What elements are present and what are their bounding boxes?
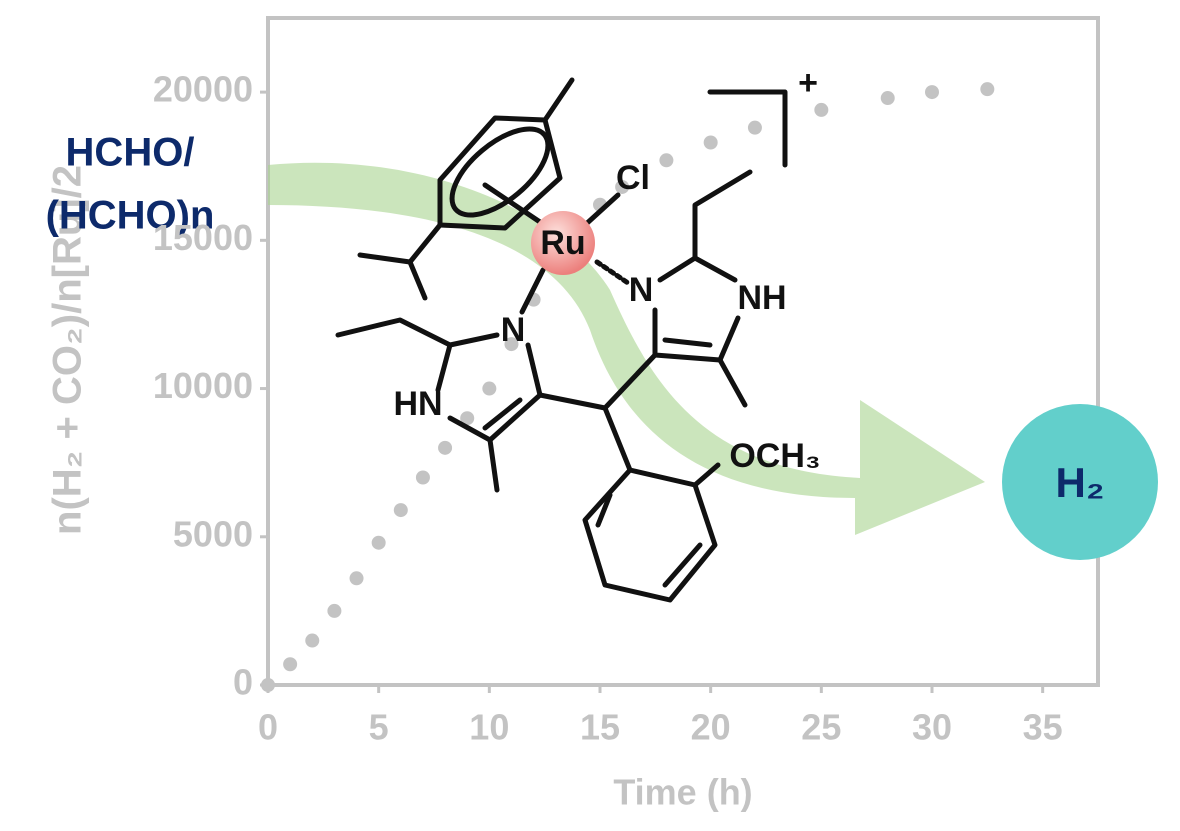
x-tick-label: 15 bbox=[580, 707, 620, 748]
charge: + bbox=[798, 64, 818, 102]
data-point bbox=[880, 91, 895, 106]
x-tick-label: 35 bbox=[1023, 707, 1063, 748]
data-point bbox=[393, 503, 408, 518]
y-tick-label: 20000 bbox=[153, 69, 253, 110]
data-point bbox=[349, 571, 364, 586]
y-tick-label: 0 bbox=[233, 662, 253, 703]
data-point bbox=[925, 85, 939, 100]
x-tick-label: 10 bbox=[469, 707, 509, 748]
data-point bbox=[615, 179, 630, 194]
axes-frame bbox=[266, 16, 1100, 687]
x-axis-label: Time (h) bbox=[613, 772, 752, 813]
reaction-arrow bbox=[268, 162, 985, 536]
atom-label: Cl bbox=[616, 159, 650, 197]
data-point bbox=[814, 102, 829, 117]
x-tick-label: 0 bbox=[258, 707, 278, 748]
data-point bbox=[438, 440, 453, 455]
substrate-label: (HCHO)n bbox=[46, 194, 215, 238]
y-axis-label: n(H₂ + CO₂)/n[Ru]/2 bbox=[46, 165, 90, 535]
atom-label: Ru bbox=[540, 224, 585, 262]
product-label: H₂ bbox=[1056, 459, 1105, 506]
substrate-label: HCHO/ bbox=[66, 131, 195, 175]
y-tick-label: 10000 bbox=[153, 365, 253, 406]
x-tick-label: 20 bbox=[691, 707, 731, 748]
data-point bbox=[703, 135, 718, 150]
x-tick-label: 25 bbox=[801, 707, 841, 748]
molecule bbox=[335, 77, 788, 603]
data-point bbox=[371, 535, 386, 550]
y-tick-label: 15000 bbox=[153, 217, 253, 258]
y-tick-label: 5000 bbox=[173, 513, 253, 554]
data-point bbox=[504, 337, 519, 352]
data-point bbox=[980, 82, 995, 97]
data-point bbox=[482, 381, 497, 396]
data-point bbox=[283, 657, 298, 672]
atom-label: N bbox=[629, 271, 654, 309]
x-tick-label: 30 bbox=[912, 707, 952, 748]
plot-area bbox=[261, 16, 1100, 692]
atom-label: N bbox=[501, 311, 526, 349]
x-tick-label: 5 bbox=[369, 707, 389, 748]
data-point bbox=[460, 411, 475, 426]
data-point bbox=[327, 603, 342, 618]
atom-label: HN bbox=[393, 385, 442, 423]
data-point bbox=[415, 470, 430, 485]
atom-label: OCH₃ bbox=[729, 437, 820, 475]
data-point bbox=[659, 153, 674, 168]
atom-label: NH bbox=[737, 279, 786, 317]
data-point bbox=[747, 120, 762, 135]
data-point bbox=[305, 633, 320, 648]
h2-circle bbox=[1002, 404, 1158, 560]
